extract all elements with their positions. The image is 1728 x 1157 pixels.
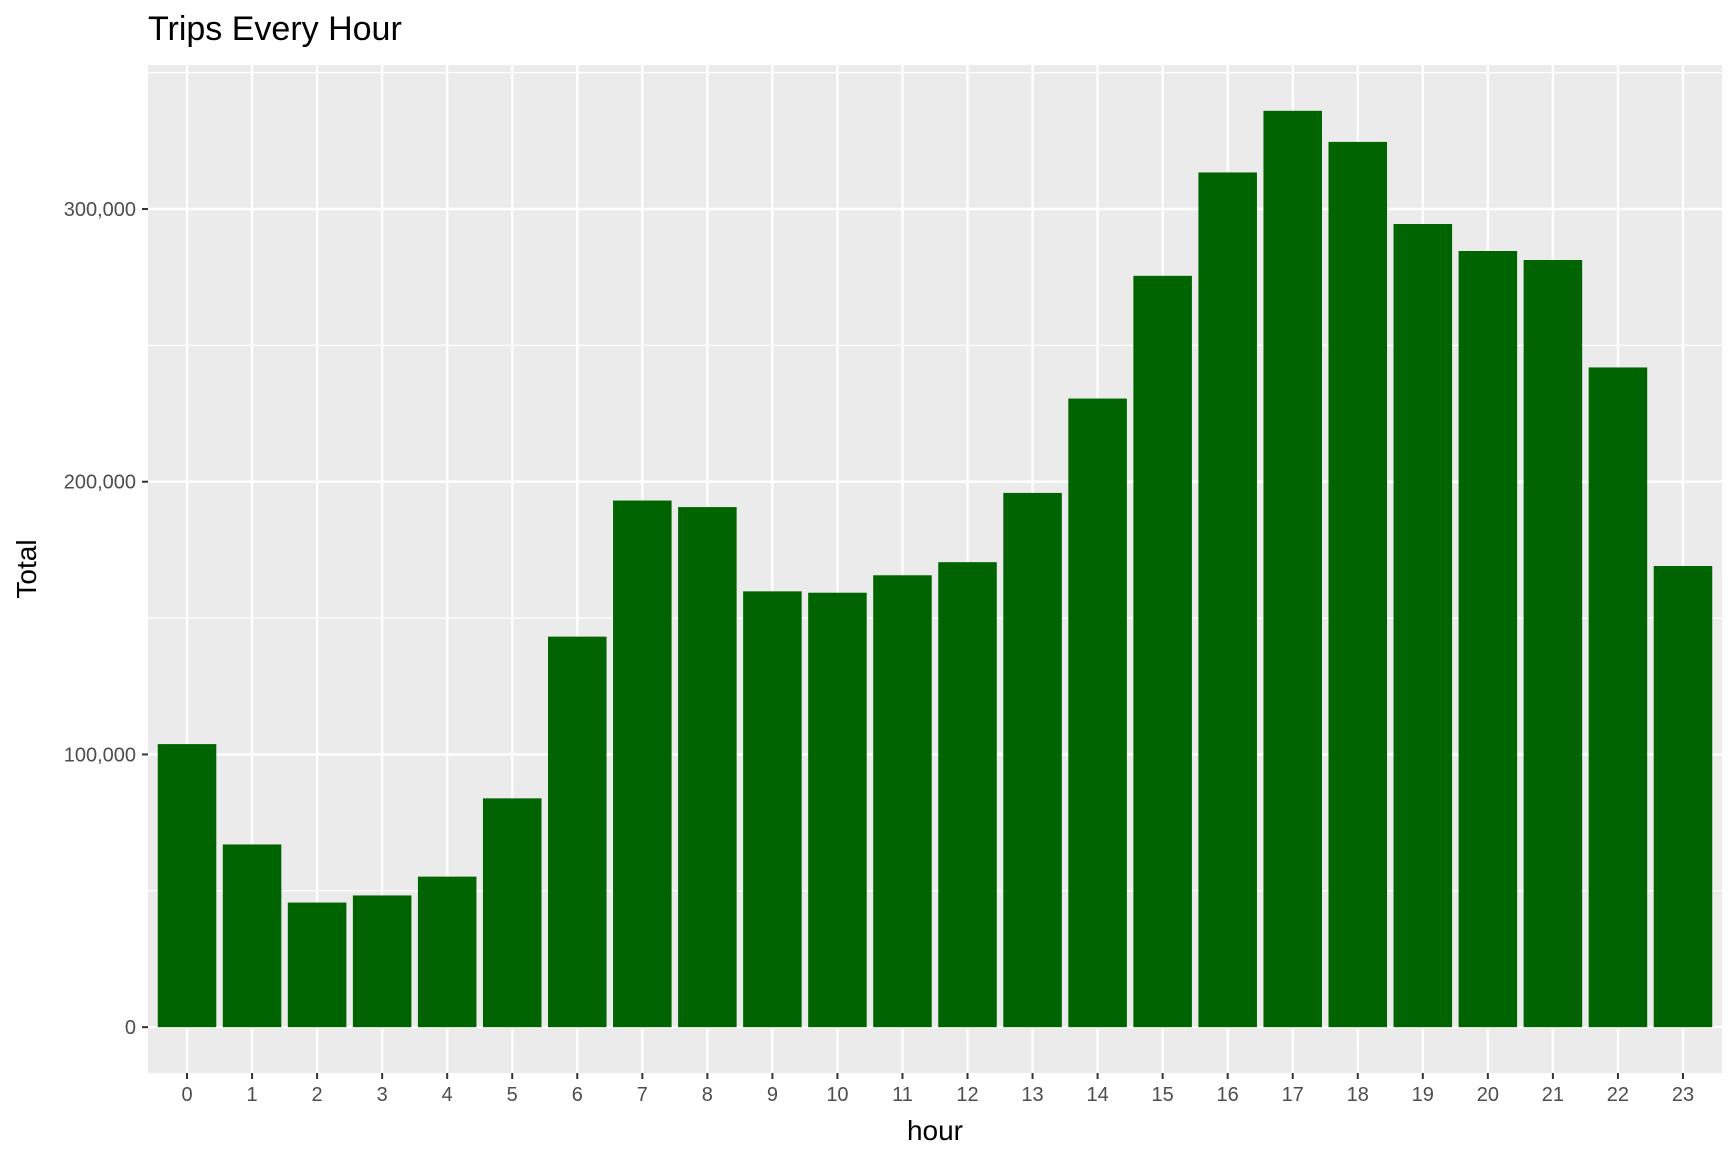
bar-hour-17: [1263, 110, 1322, 1028]
bar-hour-15: [1133, 275, 1192, 1028]
x-tick-label: 20: [1477, 1084, 1499, 1106]
y-tick-label: 200,000: [64, 472, 136, 494]
bar-hour-8: [678, 507, 737, 1028]
bar-hour-13: [1003, 492, 1062, 1028]
bar-hour-10: [808, 592, 867, 1028]
bar-hour-16: [1198, 172, 1257, 1028]
x-tick-label: 8: [702, 1084, 713, 1106]
bar-hour-20: [1458, 251, 1518, 1028]
y-tick-label: 100,000: [64, 744, 136, 766]
chart-title: Trips Every Hour: [148, 10, 402, 48]
bar-hour-2: [287, 902, 347, 1028]
x-tick-label: 22: [1607, 1084, 1629, 1106]
bars: [157, 110, 1713, 1028]
x-tick-label: 17: [1282, 1084, 1304, 1106]
x-tick-label: 13: [1021, 1084, 1043, 1106]
x-tick-label: 21: [1542, 1084, 1564, 1106]
bar-hour-19: [1393, 224, 1453, 1028]
x-tick-label: 3: [377, 1084, 388, 1106]
x-tick-label: 15: [1152, 1084, 1174, 1106]
bar-hour-18: [1328, 141, 1388, 1028]
x-tick-label: 7: [637, 1084, 648, 1106]
bar-hour-11: [873, 575, 932, 1028]
bar-hour-0: [157, 744, 217, 1028]
x-tick-label: 6: [572, 1084, 583, 1106]
x-tick-label: 1: [247, 1084, 258, 1106]
bar-hour-3: [352, 895, 412, 1028]
x-tick-label: 2: [312, 1084, 323, 1106]
bar-hour-7: [613, 500, 672, 1028]
bar-hour-23: [1653, 566, 1713, 1028]
x-axis-ticks: 0 1 2 3 4 5 6 7 8 9 10 11 12 13 14 15 16 17 18 19 20 21 22 23: [181, 1073, 1694, 1106]
bar-hour-21: [1523, 260, 1583, 1028]
bar-hour-1: [222, 844, 282, 1028]
x-tick-label: 19: [1412, 1084, 1434, 1106]
bar-hour-22: [1588, 367, 1648, 1028]
x-tick-label: 16: [1217, 1084, 1239, 1106]
bar-hour-9: [743, 591, 802, 1028]
y-axis-ticks: 0 100,000 200,000 300,000: [64, 199, 148, 1039]
bar-hour-5: [482, 798, 542, 1028]
bar-hour-6: [548, 636, 607, 1028]
x-tick-label: 10: [826, 1084, 848, 1106]
x-tick-label: 5: [507, 1084, 518, 1106]
x-tick-label: 11: [892, 1084, 913, 1106]
x-tick-label: 4: [442, 1084, 453, 1106]
x-tick-label: 14: [1086, 1084, 1108, 1106]
x-tick-label: 12: [956, 1084, 978, 1106]
y-axis-title: Total: [11, 539, 42, 598]
x-tick-label: 0: [181, 1084, 192, 1106]
x-axis-title: hour: [907, 1115, 963, 1146]
x-tick-label: 9: [767, 1084, 778, 1106]
bar-hour-14: [1068, 398, 1127, 1028]
bar-hour-4: [417, 876, 477, 1028]
y-tick-label: 300,000: [64, 199, 136, 221]
x-tick-label: 23: [1672, 1084, 1694, 1106]
bar-hour-12: [938, 562, 997, 1028]
x-tick-label: 18: [1347, 1084, 1369, 1106]
y-tick-label: 0: [125, 1017, 136, 1039]
